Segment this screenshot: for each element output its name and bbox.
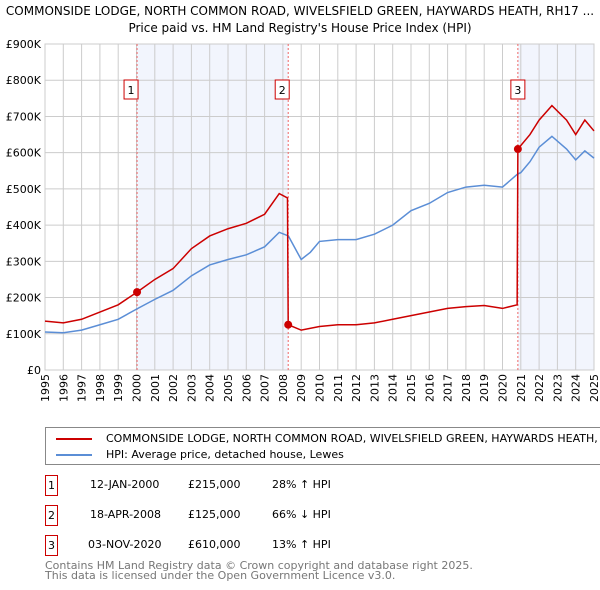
sale-number: 3 <box>45 535 58 556</box>
chart-title: COMMONSIDE LODGE, NORTH COMMON ROAD, WIV… <box>5 4 595 18</box>
sale-number: 1 <box>45 475 58 496</box>
sale-point <box>284 320 293 329</box>
legend: COMMONSIDE LODGE, NORTH COMMON ROAD, WIV… <box>45 427 600 465</box>
legend-item-hpi: HPI: Average price, detached house, Lewe… <box>56 448 344 461</box>
footer: Contains HM Land Registry data © Crown c… <box>45 559 473 582</box>
x-tick-label: 2013 <box>368 374 381 402</box>
shaded-range <box>137 44 289 370</box>
x-tick-label: 2020 <box>497 374 510 402</box>
x-tick-label: 1996 <box>57 374 70 402</box>
sale-label-box <box>510 79 526 100</box>
y-tick-label: £200K <box>6 292 42 305</box>
x-tick-label: 2017 <box>442 374 455 402</box>
x-tick-label: 2000 <box>131 374 144 402</box>
series-line-1 <box>44 135 595 334</box>
shaded-range <box>517 44 594 370</box>
x-tick-label: 2024 <box>570 374 583 402</box>
x-tick-label: 2012 <box>350 374 363 402</box>
x-tick-label: 1999 <box>112 374 125 402</box>
x-tick-label: 2007 <box>259 374 272 402</box>
x-tick-label: 2014 <box>387 374 400 402</box>
series-line-0 <box>44 104 595 331</box>
x-tick-label: 2025 <box>588 374 600 402</box>
y-tick-label: £0 <box>27 364 41 377</box>
x-tick-label: 2004 <box>204 374 217 402</box>
x-tick-label: 2003 <box>185 374 198 402</box>
y-tick-label: £700K <box>6 110 42 123</box>
x-tick-label: 2019 <box>478 374 491 402</box>
y-tick-label: £500K <box>6 183 42 196</box>
sale-hpi-diff: 13% ↑ HPI <box>272 538 331 551</box>
sale-label: 1 <box>128 84 135 97</box>
y-tick-label: £400K <box>6 219 42 232</box>
sale-date: 12-JAN-2000 <box>90 478 160 491</box>
legend-item-property: COMMONSIDE LODGE, NORTH COMMON ROAD, WIV… <box>56 432 600 445</box>
x-tick-label: 2018 <box>460 374 473 402</box>
y-tick-label: £600K <box>6 147 42 160</box>
x-tick-label: 2005 <box>222 374 235 402</box>
sale-date: 03-NOV-2020 <box>88 538 162 551</box>
legend-swatch <box>56 453 92 456</box>
sale-point <box>133 288 142 297</box>
x-tick-label: 1995 <box>39 374 52 402</box>
sale-hpi-diff: 66% ↓ HPI <box>272 508 331 521</box>
sale-label-box <box>123 79 139 100</box>
x-tick-label: 2015 <box>405 374 418 402</box>
x-tick-label: 2009 <box>295 374 308 402</box>
x-tick-label: 1998 <box>94 374 107 402</box>
y-tick-label: £900K <box>6 38 42 51</box>
sale-number: 2 <box>45 505 58 526</box>
x-tick-label: 2023 <box>551 374 564 402</box>
x-tick-label: 2008 <box>277 374 290 402</box>
x-tick-label: 2022 <box>533 374 546 402</box>
sale-price: £215,000 <box>188 478 241 491</box>
x-tick-label: 2021 <box>515 374 528 402</box>
y-tick-label: £100K <box>6 328 42 341</box>
sale-price: £610,000 <box>188 538 241 551</box>
y-tick-label: £300K <box>6 255 42 268</box>
sale-label-box <box>274 79 290 100</box>
x-tick-label: 1997 <box>76 374 89 402</box>
sale-price: £125,000 <box>188 508 241 521</box>
x-tick-label: 2011 <box>332 374 345 402</box>
x-tick-label: 2002 <box>167 374 180 402</box>
sale-label: 3 <box>514 84 521 97</box>
sale-hpi-diff: 28% ↑ HPI <box>272 478 331 491</box>
x-tick-label: 2016 <box>423 374 436 402</box>
legend-swatch <box>56 437 92 440</box>
y-tick-label: £800K <box>6 74 42 87</box>
sale-date: 18-APR-2008 <box>90 508 162 521</box>
sale-label: 2 <box>279 84 286 97</box>
plot-area: 1995 1996 1997 1998 1999 2000 2001 2002 2003 2004… <box>6 38 600 402</box>
chart-subtitle: Price paid vs. HM Land Registry's House … <box>128 21 472 35</box>
sale-point <box>513 145 522 154</box>
x-tick-label: 2006 <box>240 374 253 402</box>
x-tick-label: 2001 <box>149 374 162 402</box>
x-tick-label: 2010 <box>314 374 327 402</box>
